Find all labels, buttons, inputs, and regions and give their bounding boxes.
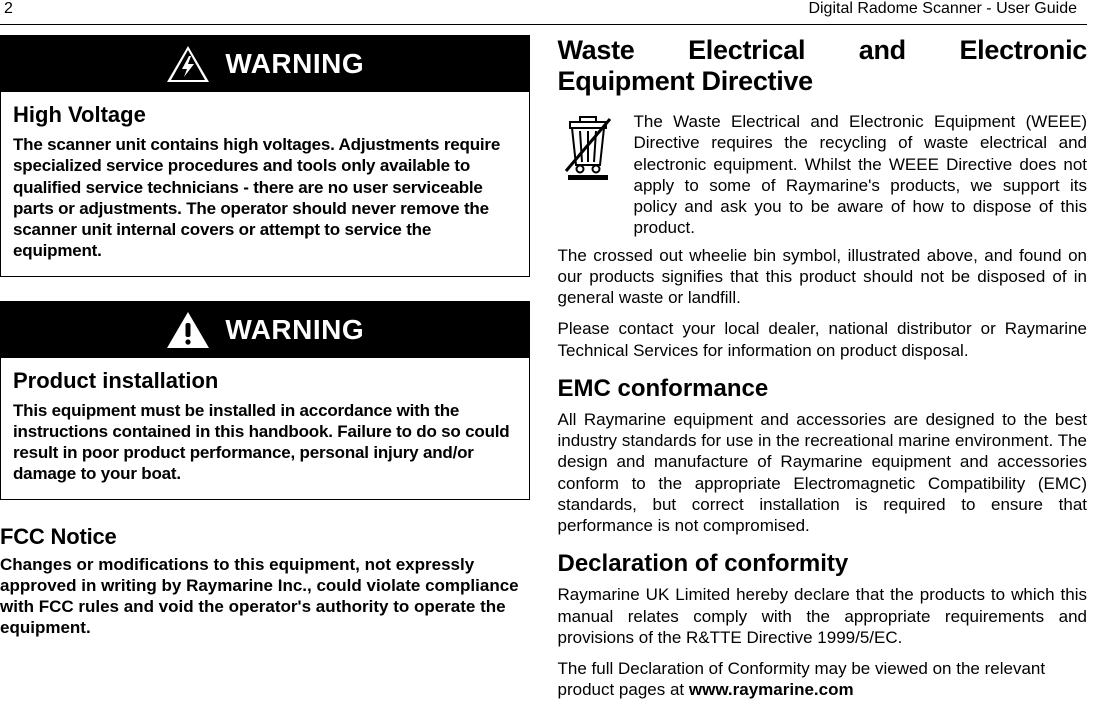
- weee-p3: Please contact your local dealer, nation…: [558, 318, 1088, 361]
- content-columns: WARNING High Voltage The scanner unit co…: [0, 35, 1093, 701]
- warning-text-body: The scanner unit contains high voltages.…: [13, 134, 517, 262]
- warning-banner: WARNING: [1, 36, 529, 92]
- lightning-triangle-icon: [165, 44, 211, 84]
- fcc-heading: FCC Notice: [0, 524, 530, 550]
- weee-p2: The crossed out wheelie bin symbol, illu…: [558, 245, 1088, 309]
- warning-text-body: This equipment must be installed in acco…: [13, 400, 517, 485]
- page-header: 2 Digital Radome Scanner - User Guide: [0, 0, 1087, 25]
- warning-heading: High Voltage: [13, 102, 517, 128]
- warning-banner: WARNING: [1, 302, 529, 358]
- weee-bin-icon: [558, 111, 618, 239]
- weee-heading: Waste Electrical and Electronic Equipmen…: [558, 35, 1088, 97]
- exclamation-triangle-icon: [165, 310, 211, 350]
- weee-block: The Waste Electrical and Electronic Equi…: [558, 111, 1088, 239]
- doc-heading: Declaration of conformity: [558, 550, 1088, 578]
- warning-heading: Product installation: [13, 368, 517, 394]
- warning-label: WARNING: [225, 314, 364, 346]
- warning-product-installation: WARNING Product installation This equipm…: [0, 301, 530, 500]
- weee-intro-wrap: The Waste Electrical and Electronic Equi…: [634, 111, 1088, 239]
- doc-p1: Raymarine UK Limited hereby declare that…: [558, 584, 1088, 648]
- emc-body: All Raymarine equipment and accessories …: [558, 409, 1088, 537]
- warning-body: Product installation This equipment must…: [1, 358, 529, 499]
- guide-title: Digital Radome Scanner - User Guide: [808, 0, 1077, 18]
- emc-heading: EMC conformance: [558, 375, 1088, 403]
- page-number: 2: [4, 0, 13, 18]
- fcc-body: Changes or modifications to this equipme…: [0, 554, 530, 639]
- weee-p1: The Waste Electrical and Electronic Equi…: [634, 111, 1088, 239]
- warning-label: WARNING: [225, 48, 364, 80]
- doc-url: www.raymarine.com: [689, 680, 854, 699]
- doc-p2: The full Declaration of Conformity may b…: [558, 658, 1088, 701]
- warning-body: High Voltage The scanner unit contains h…: [1, 92, 529, 276]
- right-column: Waste Electrical and Electronic Equipmen…: [558, 35, 1088, 701]
- left-column: WARNING High Voltage The scanner unit co…: [0, 35, 530, 701]
- warning-high-voltage: WARNING High Voltage The scanner unit co…: [0, 35, 530, 277]
